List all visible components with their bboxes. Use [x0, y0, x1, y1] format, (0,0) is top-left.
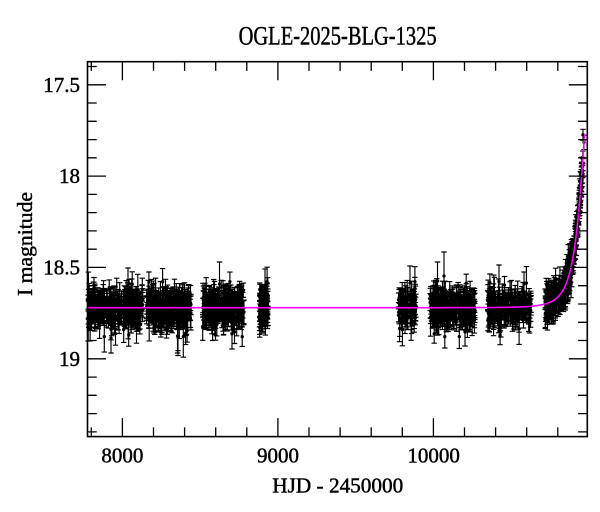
- svg-text:OGLE-2025-BLG-1325: OGLE-2025-BLG-1325: [239, 21, 437, 51]
- svg-text:HJD - 2450000: HJD - 2450000: [272, 474, 403, 498]
- svg-text:19: 19: [59, 347, 80, 371]
- svg-text:10000: 10000: [407, 444, 460, 468]
- svg-text:18: 18: [59, 164, 80, 188]
- svg-text:I magnitude: I magnitude: [13, 192, 37, 296]
- svg-text:18.5: 18.5: [43, 256, 80, 280]
- svg-text:9000: 9000: [257, 444, 299, 468]
- svg-text:17.5: 17.5: [43, 73, 80, 97]
- svg-text:8000: 8000: [101, 444, 143, 468]
